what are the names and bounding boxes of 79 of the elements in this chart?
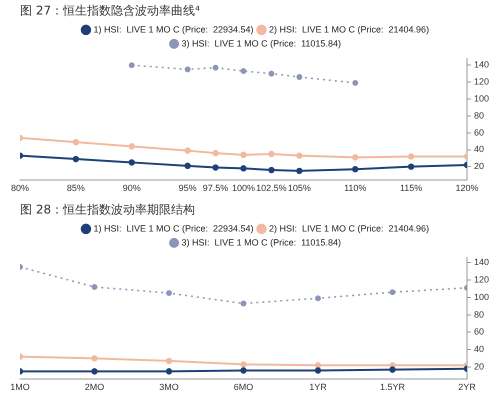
x-tick-label: 3MO bbox=[159, 382, 179, 392]
chart-title: 图 27：恒生指数隐含波动率曲线⁴ bbox=[20, 3, 200, 18]
x-tick-label: 95% bbox=[178, 183, 197, 194]
y-tick-label: 20 bbox=[474, 362, 484, 372]
point bbox=[315, 295, 321, 302]
point bbox=[240, 165, 247, 172]
point bbox=[352, 80, 358, 86]
y-tick-label: 140 bbox=[474, 60, 490, 70]
y-tick-label: 120 bbox=[474, 274, 490, 285]
x-tick-label: 97.5% bbox=[202, 183, 228, 194]
point bbox=[296, 74, 302, 80]
x-tick-label: 80% bbox=[10, 183, 30, 194]
point bbox=[240, 300, 246, 306]
chart-title: 图 28：恒生指数波动率期限结构 bbox=[20, 202, 196, 216]
point bbox=[184, 66, 191, 72]
point bbox=[166, 290, 172, 296]
point bbox=[128, 62, 135, 68]
point bbox=[91, 355, 98, 362]
point bbox=[212, 64, 219, 71]
point bbox=[240, 152, 247, 158]
x-tick-label: 105% bbox=[288, 183, 311, 194]
y-tick-label: 80 bbox=[474, 110, 484, 120]
x-tick-label: 85% bbox=[66, 183, 85, 194]
x-tick-label: 2MO bbox=[84, 382, 104, 392]
point bbox=[389, 366, 396, 373]
y-tick-label: 40 bbox=[474, 344, 484, 354]
point bbox=[352, 154, 358, 161]
point bbox=[296, 168, 303, 174]
x-tick-label: 100% bbox=[232, 183, 256, 194]
point bbox=[408, 163, 414, 170]
legend-label: 1) HSI: LIVE 1 MO C (Price: 22934.54) bbox=[93, 24, 254, 34]
point bbox=[268, 150, 275, 158]
legend-label: 2) HSI: LIVE 1 MO C (Price: 21404.96) bbox=[269, 223, 430, 234]
x-tick-label: 1MO bbox=[10, 382, 30, 392]
x-tick-label: 102.5% bbox=[256, 183, 287, 194]
x-tick-label: 115% bbox=[400, 183, 422, 194]
x-tick-label: 90% bbox=[122, 183, 141, 194]
point bbox=[184, 162, 191, 170]
point bbox=[184, 147, 191, 154]
y-tick-label: 60 bbox=[474, 127, 484, 138]
point bbox=[212, 150, 219, 156]
point bbox=[212, 164, 219, 171]
x-tick-label: 6MO bbox=[234, 382, 254, 392]
point bbox=[314, 367, 322, 374]
point bbox=[352, 166, 358, 172]
legend-label: 1) HSI: LIVE 1 MO C (Price: 22934.54) bbox=[93, 223, 254, 234]
point bbox=[314, 362, 322, 368]
point bbox=[296, 152, 303, 159]
y-tick-label: 100 bbox=[474, 292, 490, 302]
y-tick-label: 60 bbox=[474, 326, 484, 337]
y-tick-label: 100 bbox=[474, 93, 490, 104]
point bbox=[166, 358, 172, 364]
point bbox=[92, 284, 98, 290]
y-tick-label: 20 bbox=[474, 161, 484, 172]
x-tick-label: 110% bbox=[344, 183, 366, 194]
y-tick-label: 120 bbox=[474, 76, 490, 87]
legend-label: 3) HSI: LIVE 1 MO C (Price: 11015.84) bbox=[182, 237, 341, 248]
x-tick-label: 120% bbox=[455, 183, 478, 194]
point bbox=[240, 367, 247, 374]
point bbox=[240, 68, 246, 74]
point bbox=[240, 361, 247, 368]
point bbox=[166, 368, 172, 375]
point bbox=[128, 159, 135, 166]
point bbox=[72, 138, 80, 146]
point bbox=[91, 368, 98, 375]
point bbox=[390, 289, 396, 296]
point bbox=[268, 166, 275, 174]
point bbox=[408, 153, 414, 160]
y-tick-label: 80 bbox=[474, 309, 484, 320]
point bbox=[72, 156, 80, 162]
point bbox=[268, 70, 274, 77]
x-tick-label: 1YR bbox=[309, 382, 328, 392]
x-tick-label: 2YR bbox=[458, 382, 476, 392]
legend-label: 2) HSI: LIVE 1 MO C (Price: 21404.96) bbox=[269, 24, 430, 34]
y-tick-label: 40 bbox=[474, 144, 484, 154]
y-tick-label: 140 bbox=[474, 257, 490, 268]
legend-label: 3) HSI: LIVE 1 MO C (Price: 11015.84) bbox=[182, 38, 341, 48]
point bbox=[128, 143, 135, 150]
x-tick-label: 1.5YR bbox=[380, 382, 406, 392]
